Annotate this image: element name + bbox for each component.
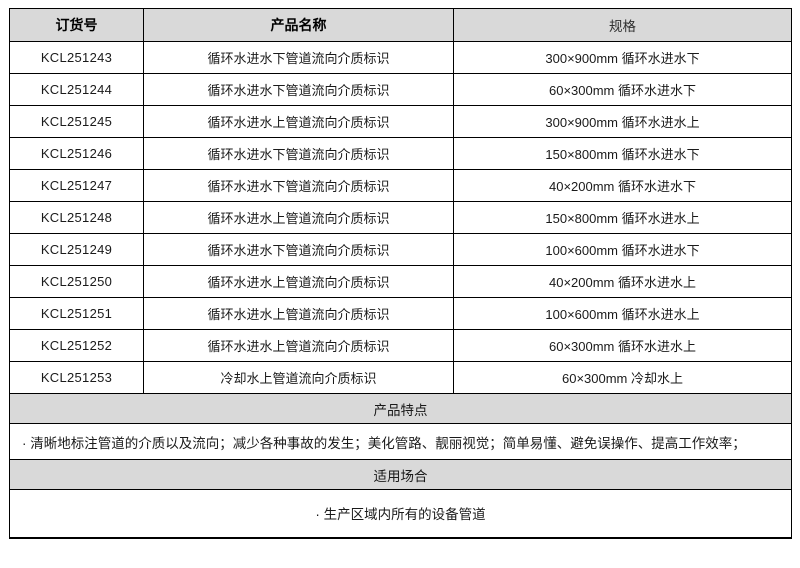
product-name-cell: 循环水进水下管道流向介质标识 <box>143 169 454 202</box>
product-name-cell: 循环水进水下管道流向介质标识 <box>143 137 454 170</box>
order-no-cell: KCL251245 <box>9 105 144 138</box>
order-no-cell: KCL251250 <box>9 265 144 298</box>
table-row: KCL251244 循环水进水下管道流向介质标识 60×300mm 循环水进水下 <box>9 73 792 106</box>
features-text: · 清晰地标注管道的介质以及流向；减少各种事故的发生；美化管路、靓丽视觉；简单易… <box>9 423 792 460</box>
usage-title-row: 适用场合 <box>9 459 792 490</box>
header-product-name: 产品名称 <box>143 8 454 42</box>
features-title: 产品特点 <box>9 393 792 424</box>
order-no-cell: KCL251249 <box>9 233 144 266</box>
table-row: KCL251245 循环水进水上管道流向介质标识 300×900mm 循环水进水… <box>9 105 792 138</box>
spec-cell: 150×800mm 循环水进水上 <box>453 201 792 234</box>
order-no-cell: KCL251246 <box>9 137 144 170</box>
product-name-cell: 循环水进水下管道流向介质标识 <box>143 41 454 74</box>
spec-cell: 300×900mm 循环水进水下 <box>453 41 792 74</box>
product-name-cell: 循环水进水下管道流向介质标识 <box>143 73 454 106</box>
order-no-cell: KCL251253 <box>9 361 144 394</box>
product-name-cell: 循环水进水上管道流向介质标识 <box>143 201 454 234</box>
table-row: KCL251251 循环水进水上管道流向介质标识 100×600mm 循环水进水… <box>9 297 792 330</box>
table-row: KCL251247 循环水进水下管道流向介质标识 40×200mm 循环水进水下 <box>9 169 792 202</box>
table-row: KCL251246 循环水进水下管道流向介质标识 150×800mm 循环水进水… <box>9 137 792 170</box>
header-spec: 规格 <box>453 8 792 42</box>
spec-cell: 100×600mm 循环水进水上 <box>453 297 792 330</box>
table-row: KCL251248 循环水进水上管道流向介质标识 150×800mm 循环水进水… <box>9 201 792 234</box>
spec-cell: 300×900mm 循环水进水上 <box>453 105 792 138</box>
table-header-row: 订货号 产品名称 规格 <box>9 8 792 42</box>
product-name-cell: 循环水进水下管道流向介质标识 <box>143 233 454 266</box>
spec-cell: 100×600mm 循环水进水下 <box>453 233 792 266</box>
product-name-cell: 循环水进水上管道流向介质标识 <box>143 297 454 330</box>
order-no-cell: KCL251248 <box>9 201 144 234</box>
spec-cell: 150×800mm 循环水进水下 <box>453 137 792 170</box>
order-no-cell: KCL251244 <box>9 73 144 106</box>
product-name-cell: 循环水进水上管道流向介质标识 <box>143 105 454 138</box>
product-name-cell: 循环水进水上管道流向介质标识 <box>143 329 454 362</box>
order-no-cell: KCL251247 <box>9 169 144 202</box>
spec-cell: 60×300mm 冷却水上 <box>453 361 792 394</box>
spec-cell: 60×300mm 循环水进水上 <box>453 329 792 362</box>
product-name-cell: 冷却水上管道流向介质标识 <box>143 361 454 394</box>
order-no-cell: KCL251243 <box>9 41 144 74</box>
spec-cell: 60×300mm 循环水进水下 <box>453 73 792 106</box>
order-no-cell: KCL251251 <box>9 297 144 330</box>
table-row: KCL251243 循环水进水下管道流向介质标识 300×900mm 循环水进水… <box>9 41 792 74</box>
features-text-row: · 清晰地标注管道的介质以及流向；减少各种事故的发生；美化管路、靓丽视觉；简单易… <box>9 423 792 460</box>
product-table: 订货号 产品名称 规格 KCL251243 循环水进水下管道流向介质标识 300… <box>9 8 792 539</box>
table-row: KCL251250 循环水进水上管道流向介质标识 40×200mm 循环水进水上 <box>9 265 792 298</box>
features-title-row: 产品特点 <box>9 393 792 424</box>
usage-text: · 生产区域内所有的设备管道 <box>9 489 792 539</box>
spec-cell: 40×200mm 循环水进水下 <box>453 169 792 202</box>
table-row: KCL251252 循环水进水上管道流向介质标识 60×300mm 循环水进水上 <box>9 329 792 362</box>
usage-text-row: · 生产区域内所有的设备管道 <box>9 489 792 539</box>
table-row: KCL251249 循环水进水下管道流向介质标识 100×600mm 循环水进水… <box>9 233 792 266</box>
header-order-no: 订货号 <box>9 8 144 42</box>
spec-cell: 40×200mm 循环水进水上 <box>453 265 792 298</box>
usage-title: 适用场合 <box>9 459 792 490</box>
product-name-cell: 循环水进水上管道流向介质标识 <box>143 265 454 298</box>
order-no-cell: KCL251252 <box>9 329 144 362</box>
table-row: KCL251253 冷却水上管道流向介质标识 60×300mm 冷却水上 <box>9 361 792 394</box>
